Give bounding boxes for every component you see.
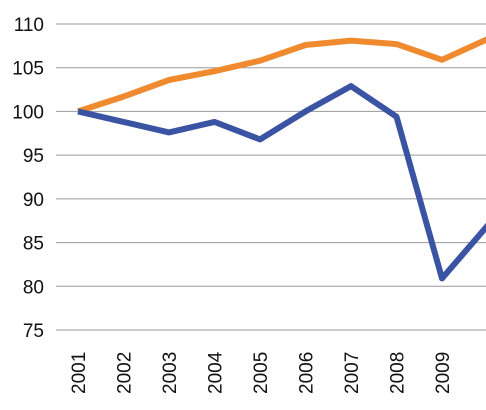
- x-tick-label: 2004: [206, 351, 227, 394]
- x-tick-label: 2008: [388, 352, 409, 394]
- y-axis-ticks: 75 80 85 90 95 100 105 110: [12, 15, 44, 342]
- y-tick-label: 85: [23, 234, 44, 255]
- x-tick-label: 2005: [251, 352, 272, 394]
- y-tick-label: 80: [23, 277, 44, 298]
- y-tick-label: 75: [23, 321, 44, 342]
- x-tick-label: 2002: [115, 352, 136, 394]
- series-line-2: [77, 83, 486, 282]
- y-tick-label: 90: [23, 190, 44, 211]
- y-tick-label: 100: [12, 102, 44, 123]
- x-tick-label: 2009: [433, 352, 454, 394]
- grid-lines: [56, 23, 486, 331]
- x-axis-ticks: 2001 2002 2003 2004 2005 2006 2007 2008 2009: [69, 351, 454, 394]
- series-line-1: [77, 36, 486, 115]
- y-tick-label: 105: [12, 59, 44, 80]
- y-tick-label: 110: [14, 15, 44, 36]
- series-layer: [77, 36, 486, 282]
- x-tick-label: 2001: [69, 352, 90, 394]
- y-tick-label: 95: [23, 146, 44, 167]
- x-tick-label: 2003: [160, 352, 181, 394]
- x-tick-label: 2006: [297, 352, 318, 394]
- x-tick-label: 2007: [342, 352, 363, 394]
